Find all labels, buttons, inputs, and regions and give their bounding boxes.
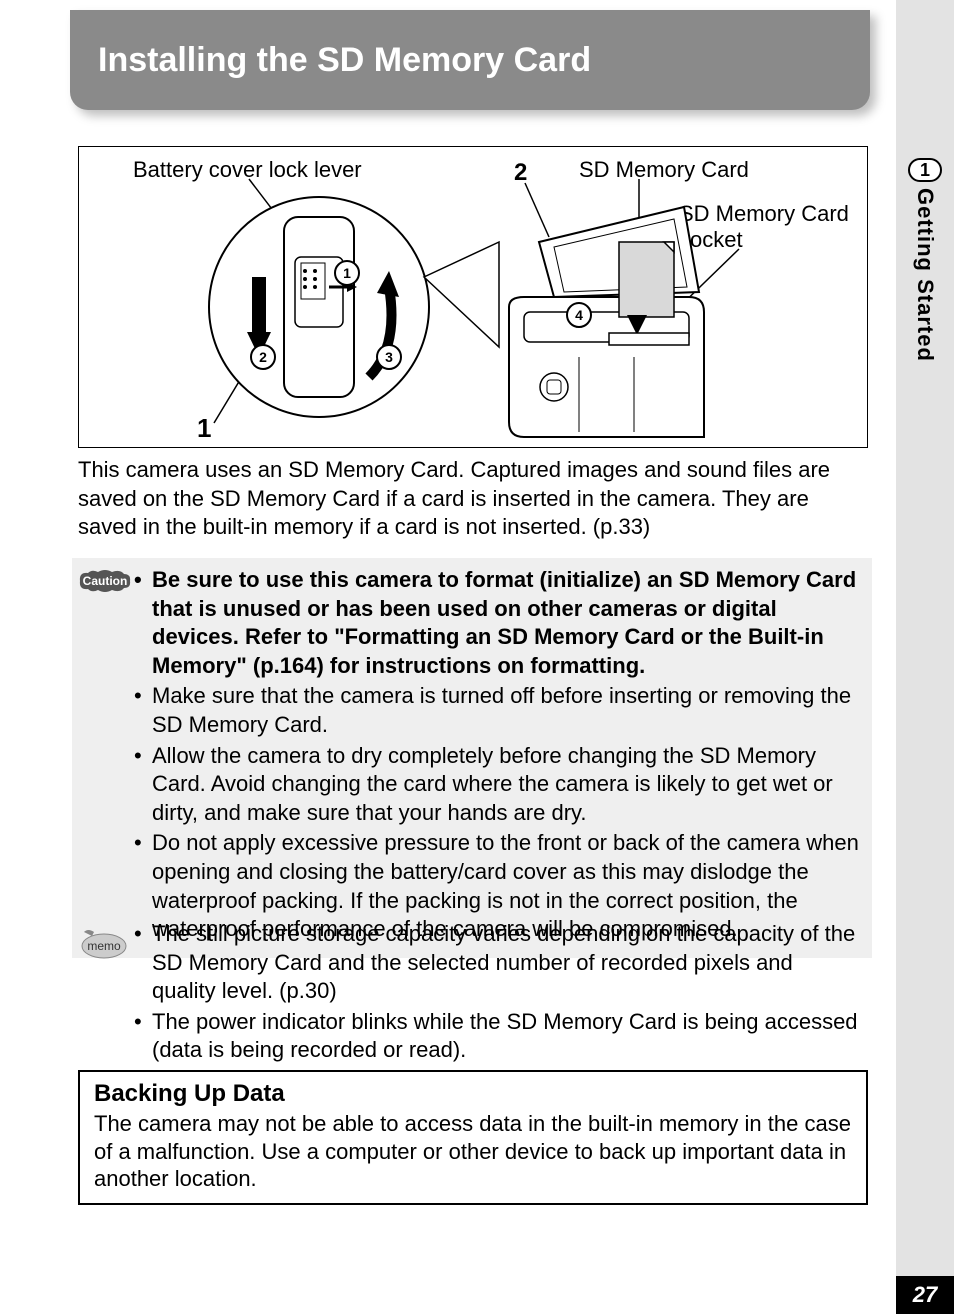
memo-list: The still picture storage capacity varie… bbox=[134, 920, 862, 1067]
svg-text:memo: memo bbox=[87, 939, 121, 953]
section-name: Getting Started bbox=[912, 188, 938, 362]
memo-item: The power indicator blinks while the SD … bbox=[134, 1008, 862, 1065]
intro-paragraph: This camera uses an SD Memory Card. Capt… bbox=[78, 456, 868, 542]
manual-page: 1 Getting Started 27 Installing the SD M… bbox=[0, 0, 954, 1314]
caution-item: Make sure that the camera is turned off … bbox=[134, 682, 862, 739]
diagram-illustration: 1 2 3 4 bbox=[79, 147, 869, 449]
caution-item: Allow the camera to dry completely befor… bbox=[134, 742, 862, 828]
memo-block: memo The still picture storage capacity … bbox=[72, 916, 872, 1071]
svg-text:Caution: Caution bbox=[83, 574, 128, 588]
caution-block: Caution Be sure to use this camera to fo… bbox=[72, 558, 872, 958]
title-banner: Installing the SD Memory Card bbox=[70, 10, 870, 110]
caution-item: Be sure to use this camera to format (in… bbox=[134, 566, 862, 680]
memo-item: The still picture storage capacity varie… bbox=[134, 920, 862, 1006]
backup-box: Backing Up Data The camera may not be ab… bbox=[78, 1070, 868, 1205]
svg-text:2: 2 bbox=[259, 349, 267, 365]
svg-text:4: 4 bbox=[575, 307, 583, 323]
memo-icon: memo bbox=[78, 920, 134, 1067]
svg-text:1: 1 bbox=[343, 265, 351, 281]
chapter-tab: 1 Getting Started bbox=[904, 158, 946, 362]
chapter-number: 1 bbox=[908, 158, 942, 182]
backup-title: Backing Up Data bbox=[94, 1080, 854, 1108]
caution-list: Be sure to use this camera to format (in… bbox=[134, 566, 862, 946]
backup-text: The camera may not be able to access dat… bbox=[94, 1110, 854, 1193]
page-title: Installing the SD Memory Card bbox=[98, 41, 591, 80]
svg-text:3: 3 bbox=[385, 349, 393, 365]
page-number: 27 bbox=[896, 1276, 954, 1314]
caution-icon: Caution bbox=[78, 566, 134, 946]
diagram: Battery cover lock lever SD Memory Card … bbox=[78, 146, 868, 448]
